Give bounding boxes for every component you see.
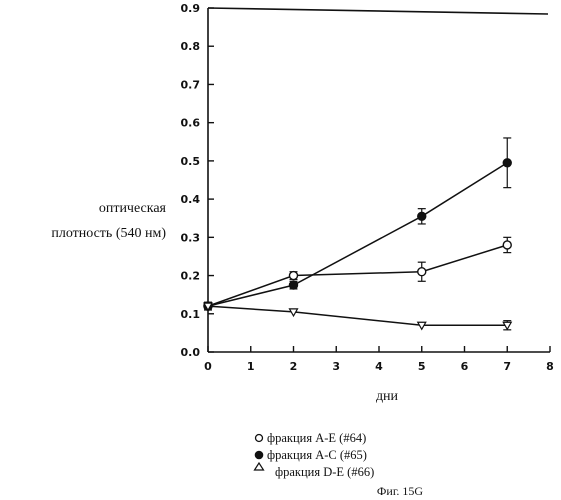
figure-caption: Фиг. 15G <box>377 484 423 498</box>
y-tick-label: 0.2 <box>181 270 201 283</box>
series-line-1 <box>208 163 507 306</box>
x-tick-label: 4 <box>375 360 383 373</box>
y-tick-label: 0.6 <box>181 117 201 130</box>
x-tick-label: 3 <box>332 360 340 373</box>
y-axis-title-line2: плотность (540 нм) <box>51 226 166 241</box>
y-tick-label: 0.8 <box>181 40 201 53</box>
y-tick-label: 0.9 <box>181 2 201 15</box>
data-point-filled-circle <box>289 281 297 289</box>
data-point-filled-circle <box>503 159 511 167</box>
legend: фракция A-E (#64) фракция A-C (#65) фрак… <box>255 431 375 479</box>
y-tick-label: 0.5 <box>181 155 201 168</box>
x-tick-label: 0 <box>204 360 212 373</box>
legend-label-a-e: фракция A-E (#64) <box>267 431 366 445</box>
x-tick-label: 1 <box>247 360 255 373</box>
data-point-filled-circle <box>418 212 426 220</box>
y-axis-title-line1: оптическая <box>99 201 167 216</box>
x-axis-title: дни <box>376 389 399 404</box>
x-tick-label: 8 <box>546 360 554 373</box>
ticks-layer: 0.0 0.1 0.2 0.3 0.4 0.5 0.6 0.7 0.8 0.9 0 1 2 3 4 5 6 7 8 <box>181 2 554 373</box>
series-line-0 <box>208 245 507 306</box>
y-tick-label: 0.1 <box>181 308 201 321</box>
data-point-open-circle <box>503 241 511 249</box>
legend-label-d-e: фракция D-E (#66) <box>275 465 374 479</box>
x-tick-label: 7 <box>503 360 511 373</box>
x-tick-label: 6 <box>461 360 469 373</box>
legend-marker-open-circle <box>256 435 263 442</box>
series-line-2 <box>208 306 507 325</box>
x-tick-label: 5 <box>418 360 426 373</box>
legend-marker-open-triangle <box>255 463 264 470</box>
series-layer <box>204 138 512 330</box>
y-tick-label: 0.3 <box>181 231 201 244</box>
plot-frame-top <box>208 8 548 14</box>
y-tick-label: 0.0 <box>181 346 201 359</box>
x-tick-label: 2 <box>290 360 298 373</box>
data-point-open-circle <box>418 268 426 276</box>
y-tick-label: 0.7 <box>181 78 201 91</box>
data-point-open-circle <box>290 272 298 280</box>
legend-label-a-c: фракция A-C (#65) <box>267 448 367 462</box>
legend-marker-filled-circle <box>255 451 263 459</box>
y-tick-label: 0.4 <box>181 193 201 206</box>
